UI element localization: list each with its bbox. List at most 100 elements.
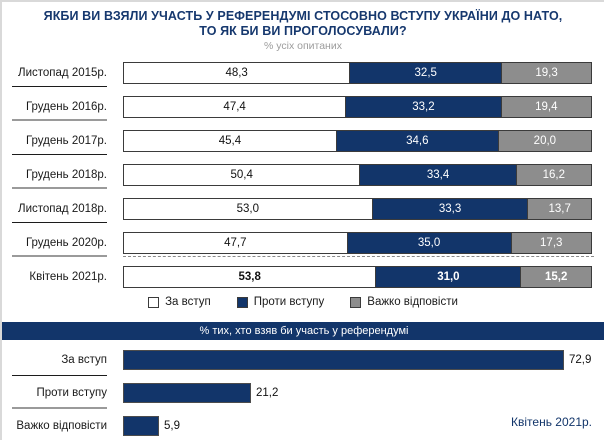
- result-label: Важко відповісти: [16, 419, 107, 432]
- row-label: Квітень 2021р.: [29, 271, 107, 283]
- segment-value: 35,0: [417, 237, 441, 249]
- segment-value: 33,3: [438, 203, 462, 215]
- bar-segment-undecided: 20,0: [497, 130, 592, 152]
- bar-segment-undecided: 19,4: [500, 96, 592, 118]
- legend-item-against-accession: Проти вступу: [236, 296, 325, 308]
- bar-segment-for-accession: 47,7: [123, 232, 348, 254]
- legend-item-undecided: Важко відповісти: [350, 296, 458, 308]
- segment-value: 33,2: [412, 101, 435, 113]
- segment-value: 13,7: [548, 203, 571, 215]
- stacked-bar: 53,0 33,3 13,7: [123, 198, 594, 220]
- result-value: 72,9: [569, 353, 592, 366]
- row-label: Листопад 2018р.: [18, 203, 107, 215]
- chart-title: ЯКБИ ВИ ВЗЯЛИ УЧАСТЬ У РЕФЕРЕНДУМІ СТОСО…: [2, 9, 604, 40]
- row-separator: [12, 119, 107, 121]
- result-row: За вступ 72,9: [2, 343, 604, 376]
- segment-value: 31,0: [437, 271, 460, 283]
- result-bar-undecided: [123, 415, 159, 436]
- bar-segment-undecided: 16,2: [515, 164, 592, 186]
- stacked-bar: 47,7 35,0 17,3: [123, 232, 594, 254]
- legend-item-for-accession: За вступ: [148, 296, 211, 308]
- row-separator: [12, 154, 107, 155]
- chart-subtitle: % усіх опитаних: [264, 40, 342, 52]
- row-label: Грудень 2017р.: [25, 135, 107, 147]
- segment-value: 50,4: [230, 169, 253, 181]
- segment-value: 33,4: [426, 169, 450, 181]
- result-row-separator: [12, 407, 107, 409]
- result-label: За вступ: [61, 353, 107, 366]
- stacked-bar: 48,3 32,5 19,3: [123, 62, 594, 84]
- row-label: Грудень 2020р.: [25, 237, 107, 249]
- bar-segment-undecided: 15,2: [520, 266, 592, 288]
- segment-value: 19,3: [535, 67, 558, 79]
- row-separator: [12, 222, 107, 223]
- section-header-band: % тих, хто взяв би участь у референдумі: [2, 322, 604, 340]
- survey-wave-note: Квітень 2021р.: [511, 415, 592, 429]
- survey-row: Листопад 2018р. 53,0 33,3 13,7: [2, 192, 604, 226]
- segment-value: 32,5: [414, 67, 437, 79]
- bar-segment-for-accession: 50,4: [123, 164, 361, 186]
- segment-value: 16,2: [542, 169, 566, 181]
- segment-value: 20,0: [533, 135, 557, 147]
- survey-row: Грудень 2018р. 50,4 33,4 16,2: [2, 158, 604, 192]
- bar-segment-undecided: 19,3: [501, 62, 592, 84]
- bar-segment-for-accession: 45,4: [123, 130, 337, 152]
- bar-segment-for-accession: 53,0: [123, 198, 373, 220]
- referendum-result-bar-chart: За вступ 72,9 Проти вступу 21,2 Важко відпов…: [2, 343, 604, 440]
- stacked-bar: 45,4 34,6 20,0: [123, 130, 594, 152]
- legend-label: Важко відповісти: [367, 296, 458, 308]
- legend-swatch-undecided: [350, 296, 362, 308]
- chart-title-line2: ТО ЯК БИ ВИ ПРОГОЛОСУВАЛИ?: [199, 24, 407, 39]
- result-value: 21,2: [256, 386, 279, 399]
- latest-wave-divider: [123, 256, 594, 257]
- bar-segment-for-accession: 48,3: [123, 62, 351, 84]
- segment-value: 34,6: [406, 135, 429, 147]
- legend-swatch-for-accession: [148, 296, 160, 308]
- row-label: Грудень 2016р.: [25, 101, 107, 113]
- survey-row: Квітень 2021р. 53,8 31,0 15,2: [2, 260, 604, 294]
- segment-value: 19,4: [535, 101, 558, 113]
- bar-segment-against-accession: 35,0: [346, 232, 512, 254]
- bar-segment-against-accession: 31,0: [375, 266, 522, 288]
- row-separator: [12, 187, 107, 189]
- chart-legend: За вступ Проти вступу Важко відповісти: [2, 296, 604, 308]
- bar-segment-undecided: 17,3: [510, 232, 592, 254]
- segment-value: 53,0: [236, 203, 259, 215]
- row-label: Грудень 2018р.: [25, 169, 107, 181]
- result-row: Важко відповісти 5,9: [2, 409, 604, 440]
- stacked-bar: 53,8 31,0 15,2: [123, 266, 594, 288]
- bar-segment-against-accession: 32,5: [349, 62, 503, 84]
- segment-value: 48,3: [225, 67, 248, 79]
- survey-row: Грудень 2016р. 47,4 33,2 19,4: [2, 90, 604, 124]
- result-bar-for-accession: [123, 349, 564, 370]
- segment-value: 47,4: [223, 101, 246, 113]
- survey-row: Листопад 2015р. 48,3 32,5 19,3: [2, 56, 604, 90]
- segment-value: 15,2: [544, 271, 568, 283]
- result-row-separator: [12, 375, 107, 376]
- segment-value: 45,4: [218, 135, 242, 147]
- row-separator: [12, 255, 107, 257]
- stacked-bar: 47,4 33,2 19,4: [123, 96, 594, 118]
- bar-segment-against-accession: 33,3: [371, 198, 529, 220]
- survey-row: Грудень 2017р. 45,4 34,6 20,0: [2, 124, 604, 158]
- result-row: Проти вступу 21,2: [2, 376, 604, 409]
- stacked-bar: 50,4 33,4 16,2: [123, 164, 594, 186]
- bar-segment-against-accession: 33,2: [345, 96, 502, 118]
- bar-segment-for-accession: 53,8: [123, 266, 377, 288]
- bar-segment-against-accession: 34,6: [335, 130, 499, 152]
- segment-value: 53,8: [238, 271, 261, 283]
- result-bar-against-accession: [123, 382, 251, 403]
- bar-segment-for-accession: 47,4: [123, 96, 347, 118]
- chart-title-line1: ЯКБИ ВИ ВЗЯЛИ УЧАСТЬ У РЕФЕРЕНДУМІ СТОСО…: [43, 9, 563, 23]
- result-label: Проти вступу: [36, 386, 107, 399]
- row-label: Листопад 2015р.: [18, 67, 107, 79]
- stacked-bar-chart: Листопад 2015р. 48,3 32,5 19,3 Грудень 2016р…: [2, 56, 604, 294]
- segment-value: 17,3: [540, 237, 563, 249]
- legend-label: За вступ: [165, 296, 211, 308]
- legend-label: Проти вступу: [253, 296, 325, 308]
- segment-value: 47,7: [224, 237, 247, 249]
- bar-segment-against-accession: 33,4: [359, 164, 517, 186]
- legend-swatch-against-accession: [236, 296, 248, 308]
- result-value: 5,9: [164, 419, 180, 432]
